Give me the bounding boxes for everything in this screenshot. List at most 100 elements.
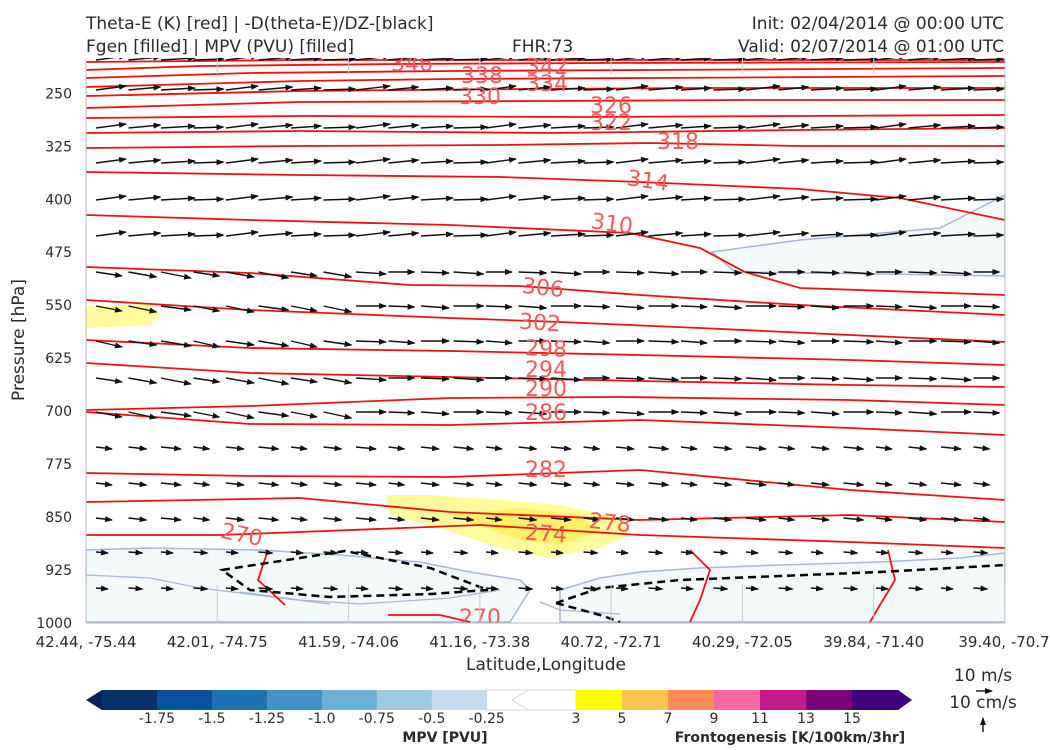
wind-vector-arrow <box>323 411 353 420</box>
wind-vector-arrow <box>940 549 954 556</box>
wind-vector-arrow <box>128 445 148 452</box>
wind-vector-arrow <box>583 516 601 523</box>
wind-vector-arrow <box>518 230 552 237</box>
y-tick-label: 850 <box>45 510 72 526</box>
wind-vector-arrow <box>940 481 962 488</box>
wind-vector-arrow <box>95 377 123 384</box>
mpv-colorbar-tick: -1.5 <box>198 711 225 727</box>
wind-vector-arrow <box>258 340 290 348</box>
theta-e-contour-line <box>256 549 286 606</box>
wind-vector-arrow <box>388 230 420 237</box>
fgen-colorbar-tick: 11 <box>751 711 769 727</box>
wind-vector-arrow <box>648 338 680 345</box>
wind-vector-arrow <box>258 516 280 523</box>
wind-vector-arrow <box>648 58 684 61</box>
wind-vector-arrow <box>518 304 548 311</box>
mpv-colorbar-tick: -1.0 <box>308 711 335 727</box>
wind-vector-arrow <box>615 516 635 523</box>
wind-vector-arrow <box>290 585 304 592</box>
wind-vector-arrow <box>193 58 225 63</box>
wind-vector-arrow <box>615 156 649 164</box>
mpv-colorbar-tick: -1.25 <box>249 711 285 727</box>
wind-vector-arrow <box>745 516 767 523</box>
wind-vector-arrow <box>258 411 290 419</box>
wind-vector-arrow <box>810 231 844 238</box>
wind-vector-arrow <box>778 516 796 523</box>
wind-vector-arrow <box>550 270 582 277</box>
wind-vector-arrow <box>973 409 1001 416</box>
y-tick-label: 925 <box>45 563 72 579</box>
wind-vector-arrow <box>420 375 450 382</box>
wind-vector-arrow <box>810 269 840 276</box>
wind-vector-arrow <box>810 445 830 452</box>
wind-vector-arrow <box>615 121 649 129</box>
wind-vector-arrow <box>940 58 976 62</box>
theta-e-contour-line <box>86 171 1005 221</box>
x-tick-label: 39.40, -70.7 <box>958 633 1049 651</box>
wind-vector-arrow <box>225 229 259 237</box>
x-tick-label: 40.29, -72.05 <box>692 633 793 651</box>
wind-vector-arrow <box>225 305 255 314</box>
wind-vector-arrow <box>583 124 615 131</box>
fgen-colorbar-swatch <box>806 690 853 710</box>
wind-vector-arrow <box>323 340 353 347</box>
wind-vector-arrow <box>128 549 144 556</box>
wind-vector-arrow <box>875 445 893 452</box>
theta-e-contour-line <box>86 127 1005 134</box>
theta-e-label: 274 <box>524 521 568 549</box>
mpv-colorbar-tick: -1.75 <box>139 711 175 727</box>
wind-vector-arrow <box>388 58 420 61</box>
wind-vector-arrow <box>713 269 743 276</box>
wind-vector-arrow <box>420 481 440 488</box>
wind-vector-arrow <box>778 157 810 164</box>
wind-vector-arrow <box>550 481 572 488</box>
wind-vector-arrow <box>388 445 406 452</box>
wind-vector-arrow <box>355 516 377 523</box>
fgen-colorbar-tick: 15 <box>843 711 861 727</box>
wind-vector-arrow <box>128 305 158 314</box>
wind-vector-arrow <box>875 229 907 237</box>
wind-vector-arrow <box>778 194 810 201</box>
wind-vector-arrow <box>778 445 796 452</box>
theta-e-contour-line <box>86 214 1005 296</box>
wind-vector-arrow <box>713 585 729 592</box>
wind-vector-arrow <box>485 303 513 310</box>
dthetae-contour-right <box>555 563 1005 605</box>
wind-vector-arrow <box>128 157 162 164</box>
wind-vector-arrow <box>680 123 712 130</box>
wind-vector-arrow <box>193 411 221 419</box>
wind-vector-arrow <box>745 193 781 201</box>
wind-vector-arrow <box>745 270 777 277</box>
wind-vector-arrow <box>290 305 318 313</box>
wind-vector-arrow <box>550 549 564 556</box>
theta-e-contour-line <box>86 469 1005 501</box>
wind-vector-arrow <box>388 122 420 129</box>
wind-vector-arrow <box>453 338 485 345</box>
vector-key-horizontal: 10 m/s <box>954 666 1012 686</box>
wind-vector-arrow <box>388 516 406 523</box>
wind-vector-arrow <box>843 270 875 277</box>
wind-vector-arrow <box>875 156 907 164</box>
wind-vector-arrow <box>745 83 781 91</box>
wind-vector-arrow <box>128 58 162 61</box>
fgen-colorbar-end <box>898 690 912 710</box>
wind-vector-arrow <box>550 516 572 523</box>
wind-vector-arrow <box>128 194 162 201</box>
fgen-colorbar-swatch <box>760 690 807 710</box>
wind-vector-arrow <box>843 196 879 203</box>
wind-vector-arrow <box>713 481 733 488</box>
wind-vector-arrow <box>355 270 387 277</box>
wind-vector-arrow <box>453 159 489 166</box>
wind-vector-arrow <box>583 445 601 452</box>
dthetae-contour-right-lower <box>555 601 621 623</box>
wind-vector-arrow <box>550 376 582 383</box>
wind-vector-arrow <box>95 121 127 129</box>
wind-vector-arrow <box>453 124 489 131</box>
wind-vector-arrow <box>323 549 339 556</box>
wind-vector-arrow <box>388 157 420 164</box>
mpv-colorbar-swatch <box>266 690 323 710</box>
wind-vector-arrow <box>225 445 245 452</box>
wind-vector-arrow <box>843 376 875 383</box>
wind-vector-arrow <box>355 83 391 91</box>
wind-vector-arrow <box>323 377 353 385</box>
